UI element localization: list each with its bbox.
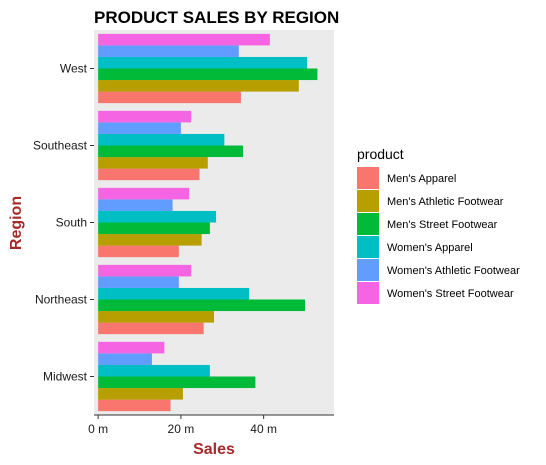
x-axis-title: Sales [193,441,235,458]
legend-label: Men's Apparel [387,173,456,185]
bar-northeast-0 [98,323,204,335]
legend-label: Women's Athletic Footwear [387,265,520,277]
bar-southeast-5 [98,111,191,123]
bar-midwest-4 [98,353,152,365]
legend-swatch [357,282,379,304]
bar-midwest-0 [98,400,170,412]
bar-west-3 [98,57,307,69]
y-tick-label: West [60,62,88,76]
legend-label: Men's Street Footwear [387,219,498,231]
bar-west-5 [98,34,270,46]
bar-northeast-2 [98,300,305,312]
bar-southeast-4 [98,122,181,134]
legend-label: Women's Apparel [387,242,473,254]
x-ticks: 0 m 20 m 40 m [88,415,277,436]
bar-midwest-5 [98,342,164,354]
legend-swatch [357,213,379,235]
bar-south-1 [98,234,201,246]
y-tick-label: Midwest [43,370,88,384]
chart-title: PRODUCT SALES BY REGION [94,8,339,27]
bar-south-4 [98,199,172,211]
y-tick-label: Northeast [35,293,88,307]
legend-swatch [357,167,379,189]
bar-south-2 [98,223,210,235]
bar-northeast-5 [98,265,191,277]
y-ticks: Midwest Northeast South Southeast West [33,62,94,384]
bar-west-4 [98,45,239,57]
legend-swatch [357,259,379,281]
bar-midwest-2 [98,377,255,389]
legend-label: Women's Street Footwear [387,288,514,300]
y-tick-label: Southeast [33,139,88,153]
bar-south-0 [98,246,179,258]
bar-south-5 [98,188,189,200]
bar-southeast-2 [98,146,243,158]
y-tick-label: South [56,216,87,230]
x-tick-label: 0 m [88,422,108,436]
bar-southeast-0 [98,169,199,181]
legend-swatch [357,190,379,212]
bar-southeast-1 [98,157,208,169]
legend-title: product [357,146,404,162]
bar-southeast-3 [98,134,224,146]
bar-south-3 [98,211,216,223]
bar-west-2 [98,69,317,81]
bar-midwest-1 [98,388,183,400]
bar-west-0 [98,92,241,104]
bar-northeast-1 [98,311,214,323]
bar-west-1 [98,80,299,92]
legend-swatch [357,236,379,258]
x-tick-label: 20 m [168,422,195,436]
legend: product Men's Apparel Men's Athletic Foot… [357,146,520,304]
bar-midwest-3 [98,365,210,377]
bar-northeast-4 [98,276,179,288]
x-tick-label: 40 m [250,422,277,436]
legend-label: Men's Athletic Footwear [387,196,504,208]
bar-northeast-3 [98,288,249,300]
y-axis-title: Region [8,196,25,250]
